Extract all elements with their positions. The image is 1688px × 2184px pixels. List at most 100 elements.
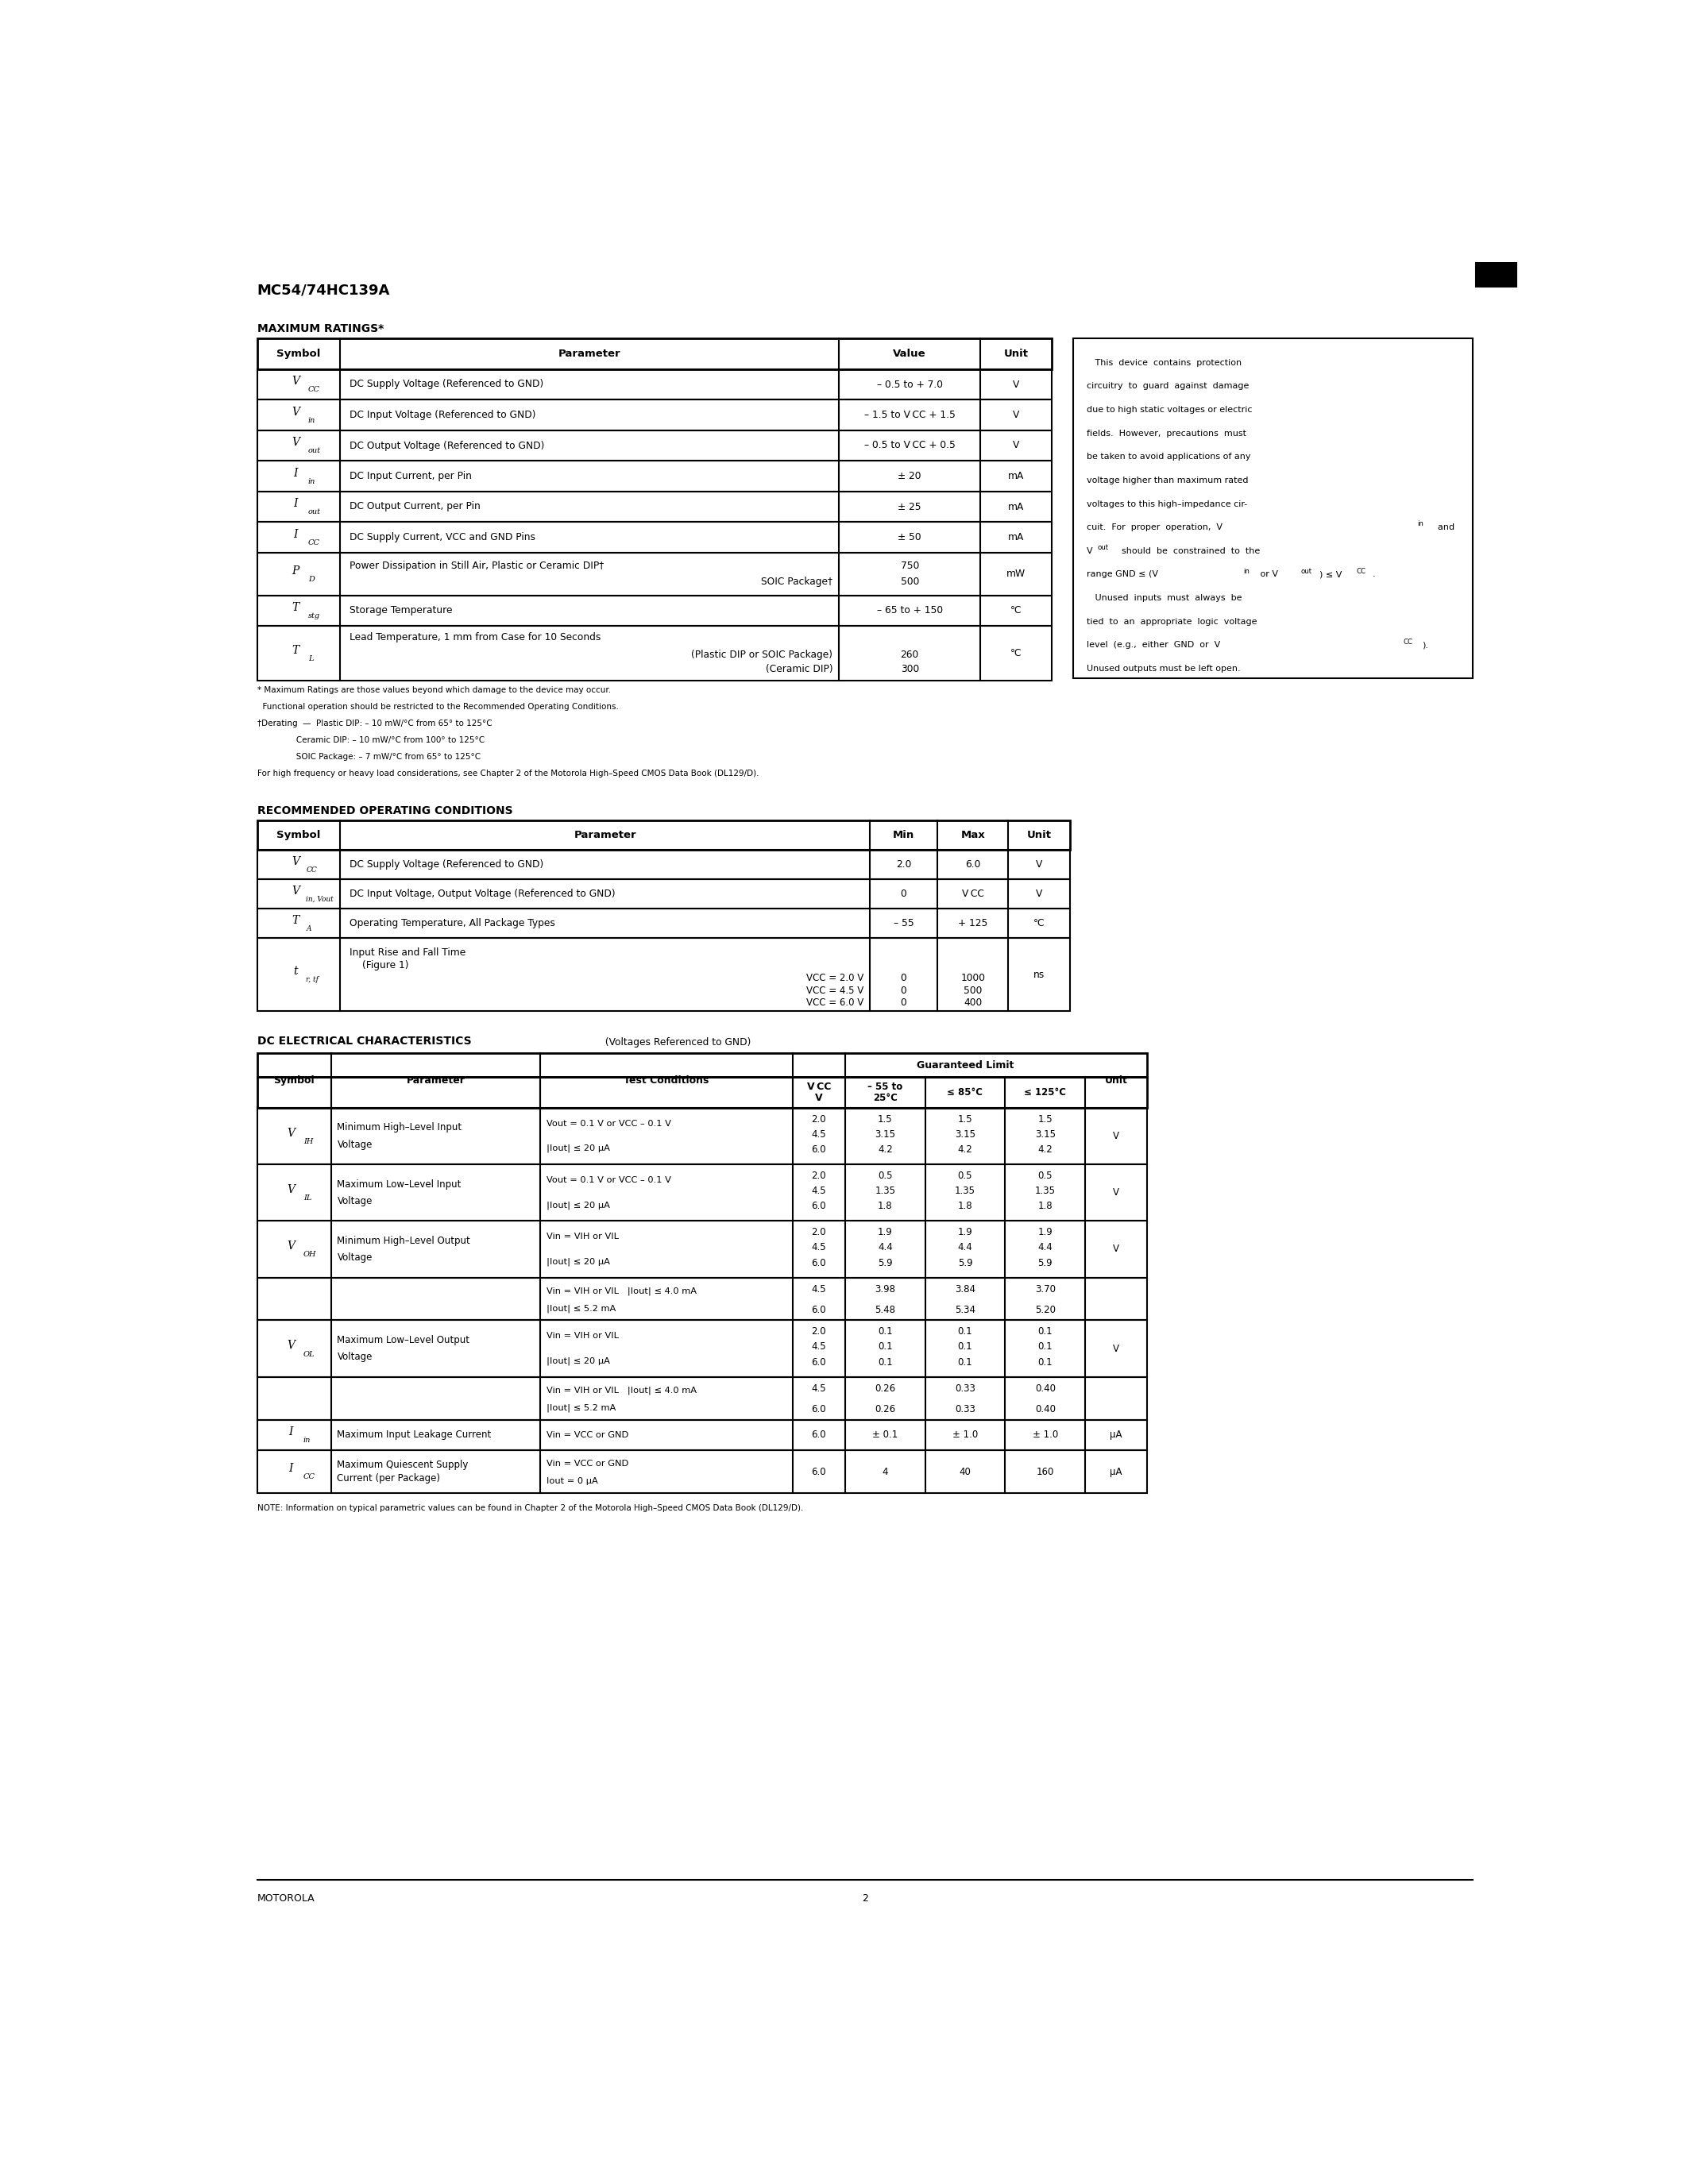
Text: range GND ≤ (V: range GND ≤ (V [1087,570,1158,579]
Text: 0: 0 [900,974,906,983]
Text: Maximum Input Leakage Current: Maximum Input Leakage Current [338,1431,491,1439]
Text: 6.0: 6.0 [812,1144,827,1155]
Text: Parameter: Parameter [574,830,636,841]
Text: mA: mA [1008,472,1025,480]
Text: DC Input Current, per Pin: DC Input Current, per Pin [349,472,471,480]
Text: V: V [1036,889,1043,900]
Text: ± 0.1: ± 0.1 [873,1431,898,1439]
Text: IL: IL [304,1195,312,1201]
Text: 0.40: 0.40 [1035,1404,1055,1415]
Text: VCC = 2.0 V: VCC = 2.0 V [807,974,864,983]
Text: Test Conditions: Test Conditions [625,1075,709,1085]
Text: |Iout| ≤ 20 μA: |Iout| ≤ 20 μA [547,1356,609,1365]
Text: – 55 to: – 55 to [868,1081,903,1092]
Text: out: out [1097,544,1109,550]
Text: T: T [292,603,299,614]
Text: |Iout| ≤ 20 μA: |Iout| ≤ 20 μA [547,1258,609,1267]
Text: T: T [292,644,299,655]
Text: out: out [1301,568,1312,574]
Text: |Iout| ≤ 5.2 mA: |Iout| ≤ 5.2 mA [547,1404,616,1411]
Text: DC ELECTRICAL CHARACTERISTICS: DC ELECTRICAL CHARACTERISTICS [257,1035,471,1046]
Text: ) ≤ V: ) ≤ V [1318,570,1342,579]
Text: P: P [292,566,299,577]
Text: 6.0: 6.0 [812,1356,827,1367]
Bar [257,400,1052,430]
Text: V: V [1112,1343,1119,1354]
Text: CC: CC [1403,638,1413,644]
Text: 2.0: 2.0 [812,1227,827,1238]
Text: 0.1: 0.1 [878,1356,893,1367]
Text: 1.9: 1.9 [957,1227,972,1238]
Text: 5.9: 5.9 [957,1258,972,1269]
Text: 0: 0 [900,985,906,996]
Bar [257,430,1052,461]
Text: Min: Min [893,830,915,841]
Text: (Voltages Referenced to GND): (Voltages Referenced to GND) [603,1037,751,1046]
Text: I: I [289,1463,294,1474]
Text: I: I [289,1426,294,1437]
Text: V: V [1112,1131,1119,1142]
Text: V: V [287,1184,295,1195]
Text: 300: 300 [900,664,918,675]
Text: Maximum Quiescent Supply: Maximum Quiescent Supply [338,1461,469,1470]
Text: 5.48: 5.48 [874,1304,895,1315]
Text: V: V [1013,411,1020,419]
Text: 0.33: 0.33 [955,1404,976,1415]
Bar [257,880,1070,909]
Text: CC: CC [306,867,317,874]
Text: in: in [1418,520,1425,529]
Text: Voltage: Voltage [338,1352,373,1363]
Text: stg: stg [307,612,321,620]
Text: 5.9: 5.9 [1038,1258,1053,1269]
Text: Maximum Low–Level Input: Maximum Low–Level Input [338,1179,461,1190]
Text: 400: 400 [964,998,982,1007]
Text: CC: CC [304,1474,316,1481]
Text: out: out [307,509,321,515]
Text: Input Rise and Fall Time: Input Rise and Fall Time [349,948,466,957]
Bar [257,821,1070,850]
Text: Iout = 0 μA: Iout = 0 μA [547,1476,598,1485]
Text: V: V [292,437,300,448]
Text: 1.35: 1.35 [955,1186,976,1197]
Text: ± 20: ± 20 [898,472,922,480]
Text: t: t [294,965,297,976]
Text: Vin = VCC or GND: Vin = VCC or GND [547,1431,628,1439]
Text: VCC = 6.0 V: VCC = 6.0 V [807,998,864,1007]
Text: Symbol: Symbol [277,830,321,841]
Text: Unused outputs must be left open.: Unused outputs must be left open. [1087,664,1241,673]
Text: due to high static voltages or electric: due to high static voltages or electric [1087,406,1252,413]
Text: V: V [287,1341,295,1352]
Text: 5.20: 5.20 [1035,1304,1055,1315]
Bar [257,627,1052,681]
Text: |Iout| ≤ 20 μA: |Iout| ≤ 20 μA [547,1201,609,1210]
Text: 6.0: 6.0 [812,1404,827,1415]
Text: V: V [292,856,300,867]
Text: V CC: V CC [807,1081,830,1092]
Text: CC: CC [307,387,321,393]
Text: Lead Temperature, 1 mm from Case for 10 Seconds: Lead Temperature, 1 mm from Case for 10 … [349,631,601,642]
Text: mA: mA [1008,502,1025,511]
Text: 4.5: 4.5 [812,1284,827,1295]
Text: D: D [307,577,314,583]
Text: I: I [294,498,297,509]
Text: voltage higher than maximum rated: voltage higher than maximum rated [1087,476,1247,485]
Text: 0.1: 0.1 [1038,1341,1053,1352]
Text: 6.0: 6.0 [966,858,981,869]
Text: °C: °C [1009,605,1021,616]
Text: NOTE: Information on typical parametric values can be found in Chapter 2 of the : NOTE: Information on typical parametric … [257,1505,803,1511]
Text: (Plastic DIP or SOIC Package): (Plastic DIP or SOIC Package) [692,651,832,660]
Text: 500: 500 [900,577,918,587]
Text: I: I [294,467,297,478]
Text: – 65 to + 150: – 65 to + 150 [876,605,942,616]
Bar [257,1077,1146,1107]
Text: 25°C: 25°C [873,1092,898,1103]
Text: Unit: Unit [1004,349,1028,358]
Text: 0.1: 0.1 [957,1341,972,1352]
Text: 0.40: 0.40 [1035,1385,1055,1393]
Text: .: . [1372,570,1376,579]
Text: in: in [307,478,316,485]
Bar [257,553,1052,596]
Text: 1.5: 1.5 [957,1114,972,1125]
Text: V: V [1087,546,1092,555]
Text: 0.26: 0.26 [874,1385,895,1393]
